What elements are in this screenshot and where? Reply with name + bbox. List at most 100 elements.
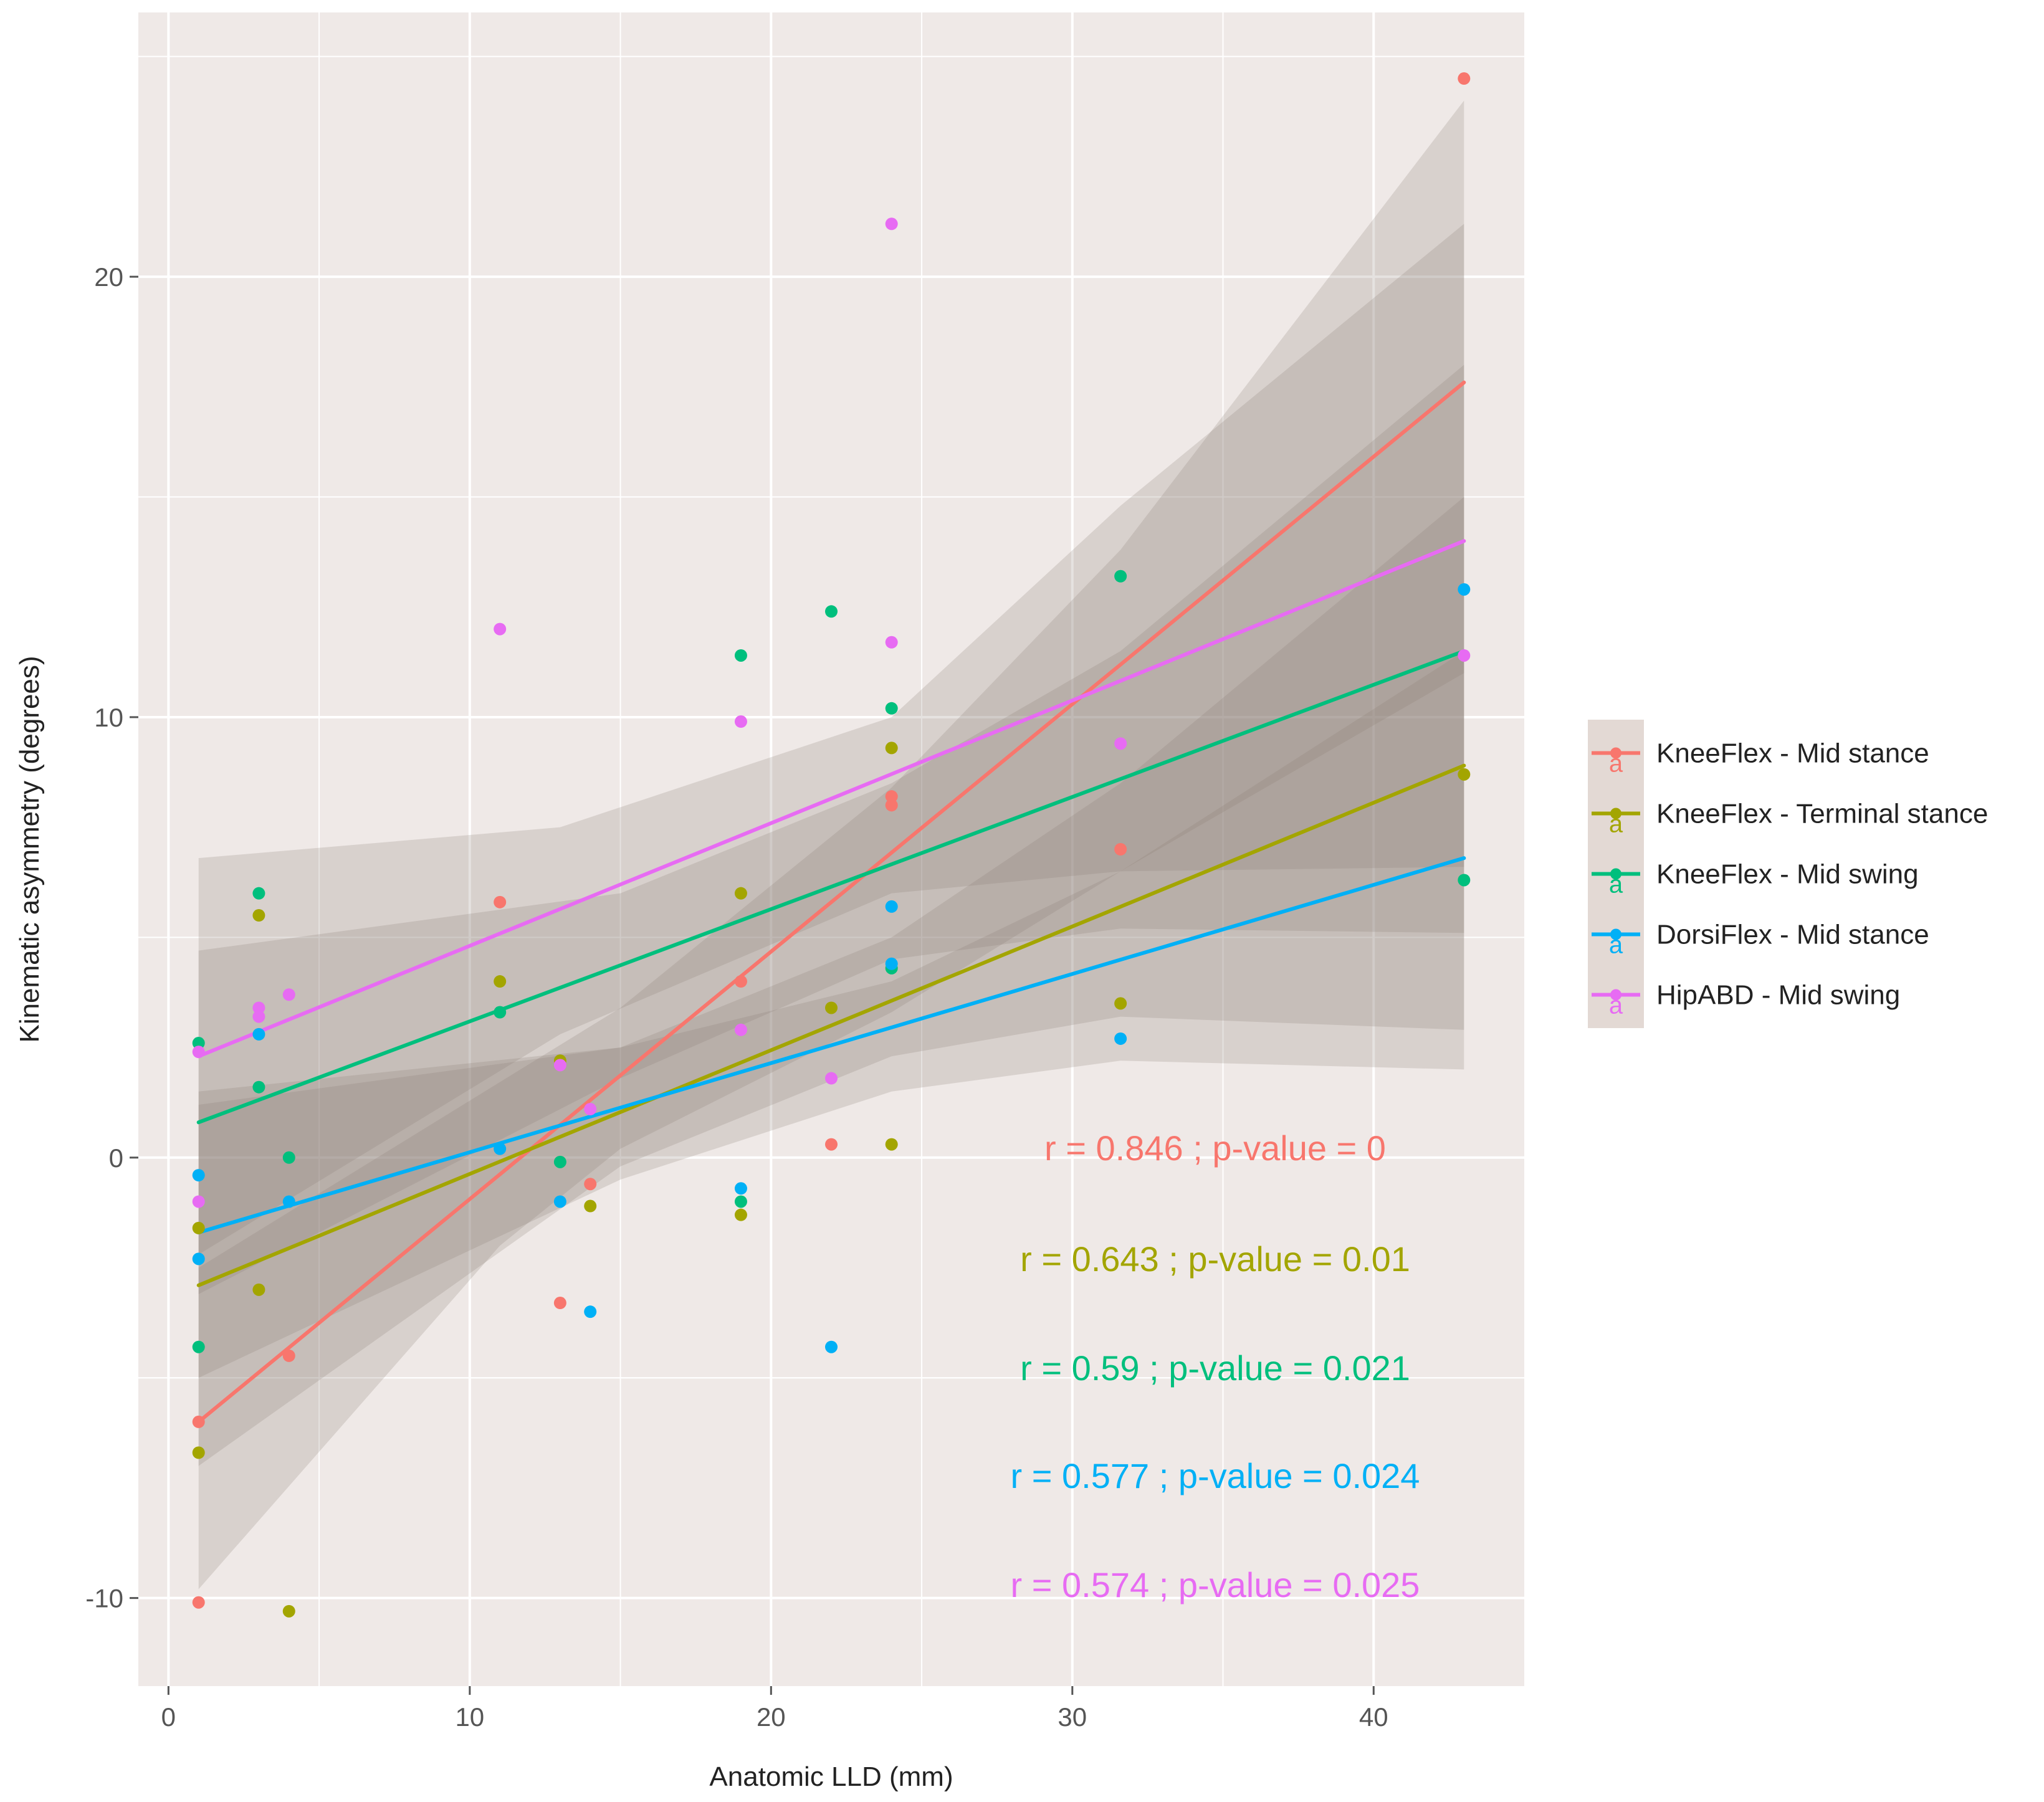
legend-key-point [1610,808,1621,819]
data-point [1114,1032,1127,1045]
legend-key-text-glyph: a [1609,750,1623,778]
data-point [885,790,898,803]
data-point [734,715,747,728]
data-point [885,636,898,649]
data-point [192,1446,205,1459]
data-point [192,1046,205,1059]
fit-line [196,856,1466,1234]
legend-item: a HipABD - Mid swing [1592,980,1900,1019]
data-point [825,1072,838,1085]
fit-line [196,539,1466,1059]
fit-line [196,380,1466,1424]
legend-item: a DorsiFlex - Mid stance [1592,920,1929,959]
x-tick-label: 10 [455,1702,484,1732]
confidence-band [198,100,1464,1590]
data-point [1458,72,1471,85]
x-tick-label: 0 [161,1702,176,1732]
x-tick-label: 40 [1359,1702,1388,1732]
legend-label: DorsiFlex - Mid stance [1656,920,1929,950]
data-point [885,217,898,231]
data-point [553,1155,566,1168]
confidence-band [198,497,1464,1466]
data-point [734,1208,747,1221]
data-point [885,1138,898,1151]
data-point [192,1221,205,1234]
y-axis-title: Kinematic asymmetry (degrees) [14,655,45,1042]
data-point [192,1415,205,1428]
y-tick-label: -10 [85,1584,123,1613]
data-point [494,975,507,988]
data-point [192,1195,205,1208]
data-point [192,1169,205,1182]
data-point [584,1103,597,1116]
data-point [1458,768,1471,781]
grid-minor [138,12,1524,1686]
legend: a KneeFlex - Mid stance a KneeFlex - Termin… [1588,720,1988,1028]
data-point [584,1305,597,1318]
correlation-annotation: r = 0.846 ; p-value = 0 [1044,1128,1386,1168]
data-point [734,1023,747,1036]
legend-key-text-glyph: a [1609,871,1623,899]
y-tick-label: 10 [94,703,123,732]
legend-label: KneeFlex - Mid stance [1656,738,1929,769]
data-point [734,1182,747,1195]
data-point [885,799,898,812]
data-point [252,909,265,922]
data-point [584,1178,597,1191]
x-tick-label: 30 [1058,1702,1087,1732]
x-axis-title: Anatomic LLD (mm) [709,1761,953,1792]
fit-lines [196,380,1466,1424]
data-point [282,1604,295,1618]
data-point [553,1195,566,1208]
y-tick-label: 0 [109,1143,123,1173]
data-point [282,988,295,1001]
data-point [584,1199,597,1213]
correlation-annotation: r = 0.577 ; p-value = 0.024 [1011,1456,1420,1495]
legend-label: HipABD - Mid swing [1656,980,1900,1011]
data-point [494,895,507,908]
data-point [885,702,898,715]
data-point [192,1596,205,1609]
legend-key-point [1610,868,1621,880]
legend-key-point [1610,928,1621,940]
legend-item: a KneeFlex - Mid swing [1592,859,1919,899]
legend-item: a KneeFlex - Mid stance [1592,738,1929,778]
data-point [734,887,747,900]
correlation-annotation: r = 0.574 ; p-value = 0.025 [1011,1565,1420,1604]
confidence-band [198,365,1464,1294]
x-tick-label: 20 [757,1702,786,1732]
data-points [192,72,1471,1618]
data-point [252,1027,265,1041]
x-axis-ticks: 0 10 20 30 40 [161,1686,1388,1732]
y-axis-ticks: -10 0 10 20 [85,262,138,1613]
data-point [282,1151,295,1164]
data-point [1458,649,1471,662]
data-point [825,1001,838,1014]
data-point [252,1283,265,1296]
data-point [252,887,265,900]
legend-key-point [1610,747,1621,759]
panel-background [138,12,1524,1686]
data-point [885,741,898,755]
data-point [494,1142,507,1155]
data-point [1114,843,1127,856]
data-point [1458,583,1471,596]
data-point [553,1297,566,1310]
legend-label: KneeFlex - Terminal stance [1656,799,1988,829]
correlation-annotation: r = 0.643 ; p-value = 0.01 [1020,1239,1410,1279]
data-point [1114,737,1127,750]
legend-key-text-glyph: a [1609,992,1623,1019]
y-tick-label: 20 [94,262,123,292]
data-point [282,1349,295,1362]
legend-key-text-glyph: a [1609,811,1623,838]
data-point [1114,570,1127,583]
confidence-band [198,224,1464,1255]
legend-key-text-glyph: a [1609,932,1623,959]
legend-item: a KneeFlex - Terminal stance [1592,799,1988,838]
data-point [885,957,898,970]
confidence-bands [198,100,1464,1590]
data-point [734,975,747,988]
legend-label: KneeFlex - Mid swing [1656,859,1919,890]
data-point [192,1037,205,1050]
